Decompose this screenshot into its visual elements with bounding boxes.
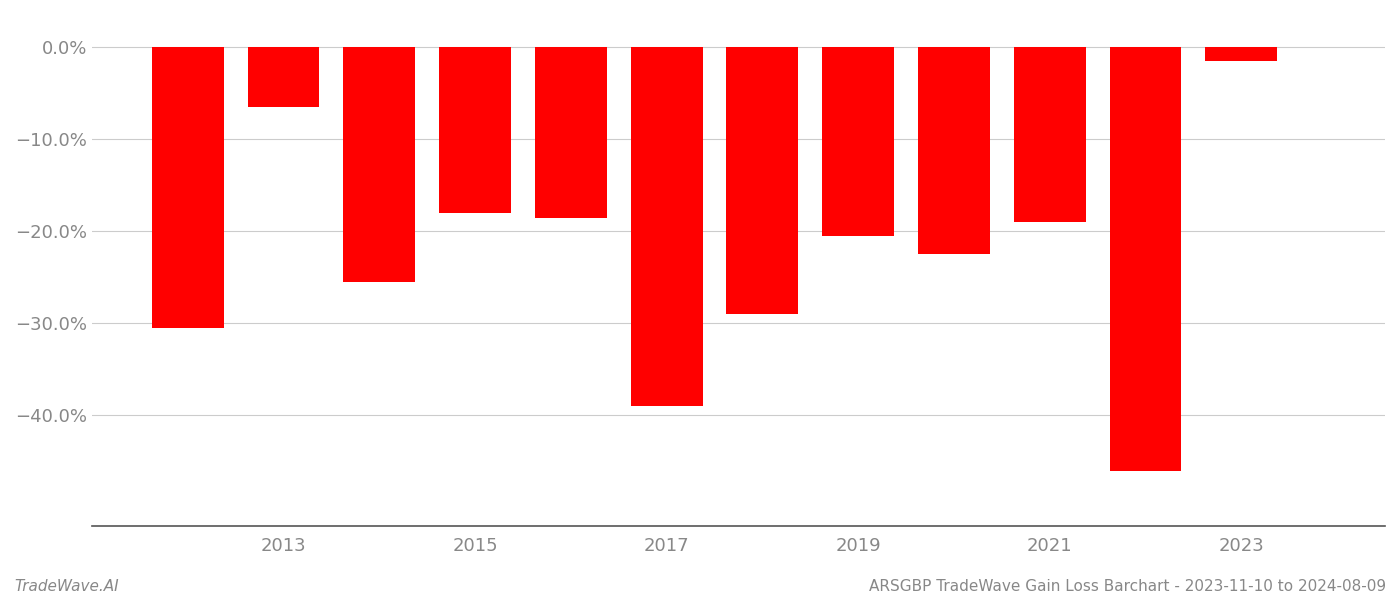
Text: TradeWave.AI: TradeWave.AI xyxy=(14,579,119,594)
Text: ARSGBP TradeWave Gain Loss Barchart - 2023-11-10 to 2024-08-09: ARSGBP TradeWave Gain Loss Barchart - 20… xyxy=(869,579,1386,594)
Bar xyxy=(248,47,319,107)
Bar xyxy=(1014,47,1085,222)
Bar xyxy=(1110,47,1182,470)
Bar xyxy=(727,47,798,314)
Bar xyxy=(1205,47,1277,61)
Bar xyxy=(535,47,606,218)
Bar xyxy=(151,47,224,328)
Bar xyxy=(822,47,895,236)
Bar xyxy=(343,47,416,282)
Bar xyxy=(440,47,511,213)
Bar xyxy=(630,47,703,406)
Bar xyxy=(918,47,990,254)
